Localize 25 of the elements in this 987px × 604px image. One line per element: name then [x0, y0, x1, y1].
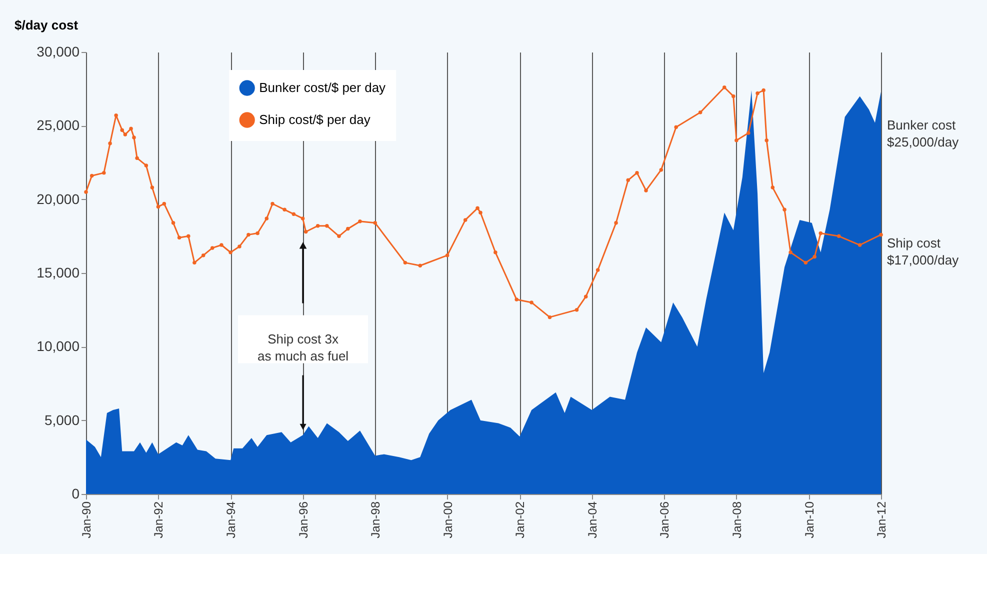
x-tick-label: Jan-06	[658, 501, 672, 538]
y-tick-label: 0	[72, 486, 80, 502]
x-tick-label: Jan-08	[730, 501, 744, 538]
x-tick-label: Jan-96	[296, 501, 310, 538]
y-tick-label: 15,000	[36, 264, 80, 280]
x-tick-label: Jan-90	[80, 501, 94, 538]
y-tick-label: 25,000	[36, 117, 80, 134]
y-axis-title: $/day cost	[14, 18, 79, 32]
x-tick-label: Jan-12	[874, 501, 888, 538]
x-tick-label: Jan-02	[513, 501, 528, 538]
y-tick-label: 30,000	[36, 44, 80, 60]
x-tick-label: Jan-10	[802, 501, 816, 538]
x-tick-label: Jan-04	[585, 501, 600, 538]
y-tick-label: 20,000	[36, 190, 80, 207]
x-tick-label: Jan-94	[224, 501, 238, 538]
y-tick-label: 10,000	[36, 338, 80, 354]
legend-label: Ship cost/$ per day	[259, 112, 371, 127]
legend-label: Bunker cost/$ per day	[259, 80, 386, 95]
x-tick-label: Jan-98	[368, 501, 383, 538]
annotation: Bunker cost $25,000/day	[887, 118, 960, 150]
annotation: Ship cost 3x as much as fuel	[258, 331, 349, 364]
x-tick-label: Jan-92	[152, 501, 166, 538]
y-tick-label: 5,000	[44, 412, 80, 428]
x-tick-label: Jan-00	[440, 501, 455, 538]
annotation: Ship cost $17,000/day	[887, 236, 960, 268]
